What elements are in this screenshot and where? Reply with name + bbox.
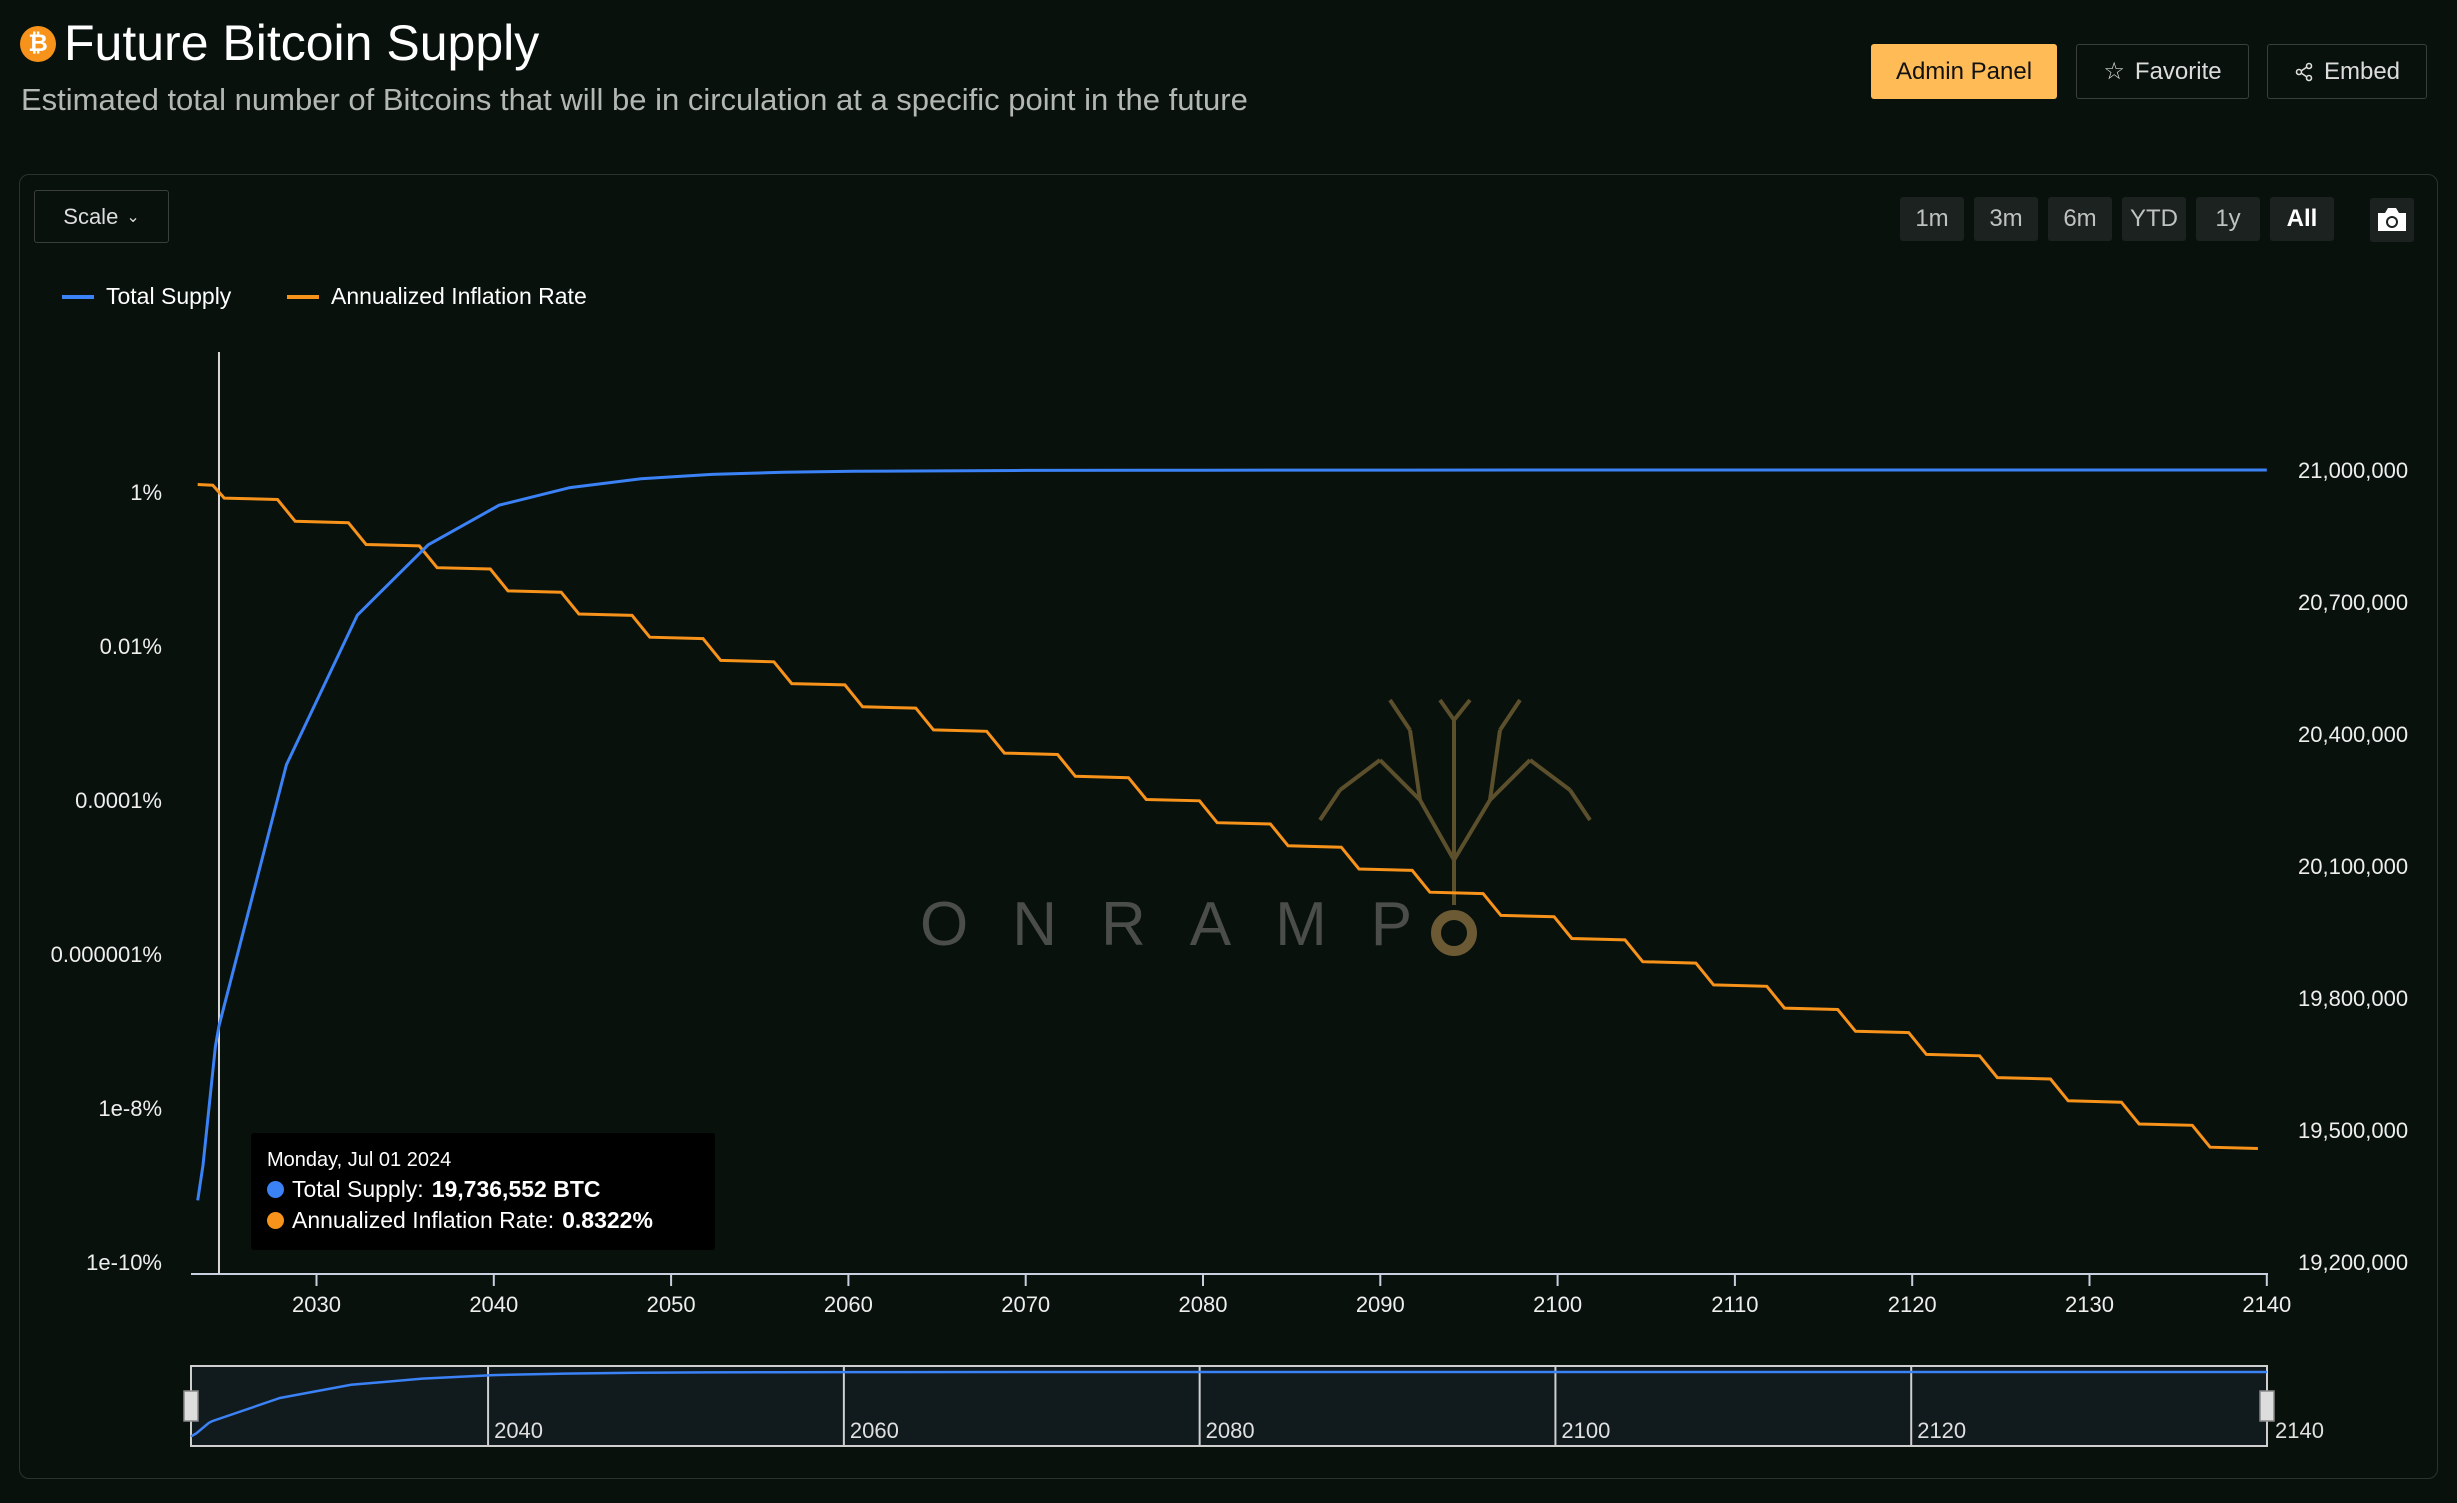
y-right-tick-label: 21,000,000: [2298, 458, 2408, 483]
admin-panel-button[interactable]: Admin Panel: [1871, 44, 2057, 99]
x-tick-label: 2070: [1001, 1292, 1050, 1317]
range-1m-button[interactable]: 1m: [1900, 197, 1964, 241]
x-tick-label: 2100: [1533, 1292, 1582, 1317]
page-title: Future Bitcoin Supply: [64, 15, 540, 71]
navigator-label: 2140: [2275, 1418, 2324, 1443]
total-supply-line: [196, 468, 2267, 1201]
navigator-supply-line: [190, 1370, 2267, 1438]
y-left-tick-label: 1e-10%: [86, 1250, 162, 1275]
legend-inflation-rate[interactable]: Annualized Inflation Rate: [287, 283, 587, 310]
bitcoin-icon: ₿: [20, 26, 56, 62]
page-subtitle: Estimated total number of Bitcoins that …: [21, 82, 1248, 117]
x-tick-label: 2140: [2242, 1292, 2291, 1317]
chart-panel: [19, 174, 2438, 1479]
x-tick-label: 2110: [1711, 1292, 1758, 1317]
x-tick-label: 2130: [2065, 1292, 2114, 1317]
tooltip-supply-value: 19,736,552 BTC: [431, 1176, 601, 1202]
embed-button[interactable]: Embed: [2267, 44, 2427, 99]
legend-swatch-supply: [62, 294, 94, 299]
scale-dropdown[interactable]: Scale ⌄: [34, 190, 169, 243]
y-left-tick-label: 0.000001%: [51, 942, 162, 967]
y-right-tick-label: 19,500,000: [2298, 1118, 2408, 1143]
star-icon: ☆: [2103, 58, 2125, 85]
x-tick-label: 2120: [1888, 1292, 1937, 1317]
x-tick-label: 2030: [292, 1292, 341, 1317]
y-right-tick-label: 20,400,000: [2298, 722, 2408, 747]
range-6m-button[interactable]: 6m: [2048, 197, 2112, 241]
y-left-tick-label: 1%: [130, 480, 162, 505]
favorite-button[interactable]: ☆ Favorite: [2076, 44, 2249, 99]
y-left-tick-label: 0.01%: [100, 634, 162, 659]
x-tick-label: 2060: [824, 1292, 873, 1317]
range-all-button[interactable]: All: [2270, 197, 2334, 241]
tree-logo-icon: [1318, 698, 1592, 905]
tooltip-supply-label: Total Supply:: [292, 1176, 424, 1202]
tree-branches: [1318, 698, 1592, 905]
embed-label: Embed: [2323, 57, 2401, 85]
legend-swatch-inflation: [287, 294, 319, 299]
y-right-tick-label: 20,700,000: [2298, 590, 2408, 615]
y-right-tick-label: 20,100,000: [2298, 854, 2408, 879]
chart-tooltip: Monday, Jul 01 2024 Total Supply: 19,736…: [251, 1133, 715, 1250]
x-tick-label: 2050: [647, 1292, 696, 1317]
legend-total-supply[interactable]: Total Supply: [62, 283, 231, 310]
chevron-down-icon: ⌄: [126, 208, 140, 226]
x-tick-label: 2080: [1179, 1292, 1228, 1317]
watermark-o-ring: [1431, 910, 1477, 956]
inflation-rate-line: [197, 483, 2258, 1150]
tooltip-inflation-row: Annualized Inflation Rate: 0.8322%: [267, 1207, 699, 1234]
camera-icon[interactable]: [2370, 198, 2414, 242]
range-ytd-button[interactable]: YTD: [2122, 197, 2186, 241]
supply-dot-icon: [267, 1181, 284, 1198]
scale-label: Scale: [63, 203, 119, 229]
navigator-label: 2100: [1561, 1418, 1610, 1443]
navigator-label: 2040: [494, 1418, 543, 1443]
tooltip-supply-row: Total Supply: 19,736,552 BTC: [267, 1176, 699, 1203]
tooltip-inflation-value: 0.8322%: [562, 1207, 653, 1233]
watermark-text: ONRAMP: [920, 890, 1456, 959]
y-left-tick-label: 1e-8%: [98, 1096, 162, 1121]
admin-panel-label: Admin Panel: [1895, 57, 2033, 85]
y-left-tick-label: 0.0001%: [75, 788, 162, 813]
y-right-tick-label: 19,200,000: [2298, 1250, 2408, 1275]
y-right-tick-label: 19,800,000: [2298, 986, 2408, 1011]
tooltip-date: Monday, Jul 01 2024: [267, 1149, 452, 1171]
navigator-handle-left[interactable]: [183, 1390, 199, 1422]
navigator-label: 2060: [850, 1418, 899, 1443]
favorite-label: Favorite: [2134, 57, 2222, 85]
navigator-handle-right[interactable]: [2259, 1390, 2275, 1422]
onramp-watermark: ONRAMP: [920, 698, 1592, 959]
range-1y-button[interactable]: 1y: [2196, 197, 2260, 241]
range-3m-button[interactable]: 3m: [1974, 197, 2038, 241]
legend-label: Total Supply: [106, 283, 232, 309]
x-tick-label: 2090: [1356, 1292, 1405, 1317]
tooltip-inflation-label: Annualized Inflation Rate:: [292, 1207, 555, 1233]
x-tick-label: 2040: [469, 1292, 518, 1317]
navigator-label: 2120: [1917, 1418, 1966, 1443]
share-icon: [2295, 62, 2313, 81]
legend-label: Annualized Inflation Rate: [331, 283, 587, 309]
inflation-dot-icon: [267, 1212, 284, 1229]
navigator-label: 2080: [1206, 1418, 1255, 1443]
